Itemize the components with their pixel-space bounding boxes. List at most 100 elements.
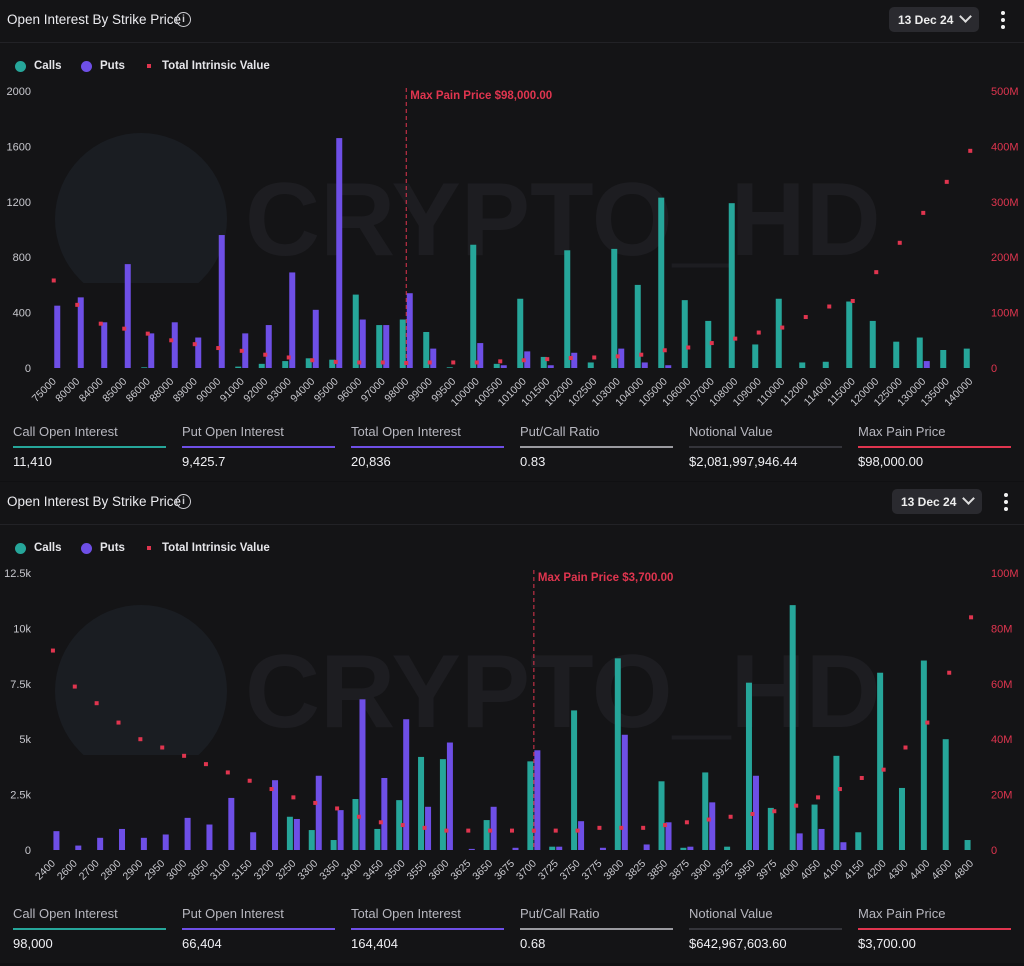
put-bar	[599, 847, 606, 850]
intrinsic-point	[897, 240, 902, 245]
call-bar	[549, 846, 556, 850]
intrinsic-point	[357, 360, 362, 365]
x-tick-label: 3550	[405, 858, 430, 883]
intrinsic-point	[263, 352, 268, 357]
put-bar	[665, 365, 672, 368]
call-bar	[330, 840, 337, 850]
x-tick-label: 3300	[295, 858, 320, 883]
intrinsic-point	[488, 828, 493, 833]
puts-swatch-icon	[81, 61, 92, 72]
intrinsic-point	[122, 326, 127, 331]
more-options-icon[interactable]	[996, 9, 1010, 31]
date-selector[interactable]: 13 Dec 24	[892, 489, 982, 514]
intrinsic-point	[203, 762, 208, 767]
x-tick-label: 3900	[689, 858, 714, 883]
put-bar	[97, 837, 104, 850]
put-bar	[336, 138, 343, 368]
x-tick-label: 3100	[208, 858, 233, 883]
stat-underline	[689, 446, 842, 448]
y-left-tick-label: 12.5k	[4, 568, 31, 580]
y-right-tick-label: 80M	[991, 623, 1012, 635]
x-tick-label: 3925	[711, 858, 736, 883]
stat-value: 0.83	[520, 454, 546, 469]
put-bar	[242, 333, 249, 368]
put-bar	[468, 848, 475, 850]
intrinsic-point	[780, 325, 785, 330]
y-right-tick-label: 400M	[991, 141, 1019, 153]
call-bar	[286, 816, 293, 850]
put-bar	[796, 833, 803, 850]
put-bar	[265, 325, 272, 368]
call-bar	[893, 341, 900, 368]
intrinsic-point	[521, 358, 526, 363]
y-left-tick-label: 5k	[19, 734, 31, 746]
stat-underline	[520, 928, 673, 930]
call-bar	[658, 197, 665, 368]
call-bar	[376, 325, 383, 368]
intrinsic-point	[182, 753, 187, 758]
call-bar	[418, 756, 425, 850]
x-tick-label: 88000	[147, 376, 176, 405]
put-bar	[618, 348, 625, 368]
call-bar	[141, 367, 148, 368]
call-bar	[775, 298, 782, 368]
call-bar	[564, 250, 571, 368]
max-pain-label: Max Pain Price $3,700.00	[538, 572, 674, 584]
x-tick-label: 84000	[77, 376, 106, 405]
put-bar	[752, 775, 759, 850]
x-tick-label: 2400	[33, 858, 58, 883]
info-icon[interactable]: i	[176, 494, 191, 509]
info-icon[interactable]: i	[176, 12, 191, 27]
intrinsic-point	[98, 321, 103, 326]
call-bar	[942, 739, 949, 850]
put-bar	[171, 322, 178, 368]
put-bar	[312, 309, 319, 368]
intrinsic-point	[116, 720, 121, 725]
x-tick-label: 3850	[645, 858, 670, 883]
intrinsic-point	[192, 342, 197, 347]
call-bar	[916, 337, 923, 368]
intrinsic-point	[772, 809, 777, 814]
put-bar	[709, 802, 716, 850]
intrinsic-point	[50, 648, 55, 653]
intrinsic-point	[378, 820, 383, 825]
oi-panel-eth: Open Interest By Strike Price i 13 Dec 2…	[0, 482, 1024, 963]
call-bar	[681, 300, 688, 368]
x-tick-label: 3750	[558, 858, 583, 883]
chevron-down-icon	[962, 492, 975, 505]
x-tick-label: 3775	[580, 858, 605, 883]
stat-label: Put Open Interest	[182, 906, 284, 921]
stat-underline	[858, 928, 1011, 930]
call-bar	[352, 799, 359, 850]
intrinsic-point	[356, 814, 361, 819]
intrinsic-point	[592, 355, 597, 360]
x-tick-label: 93000	[265, 376, 294, 405]
put-bar	[403, 719, 410, 850]
call-bar	[833, 755, 840, 850]
intrinsic-point	[733, 336, 738, 341]
put-bar	[383, 325, 390, 368]
put-bar	[571, 352, 578, 368]
put-bar	[218, 235, 225, 368]
put-bar	[101, 322, 108, 368]
call-bar	[799, 362, 806, 368]
x-tick-label: 80000	[53, 376, 82, 405]
date-selector[interactable]: 13 Dec 24	[889, 7, 979, 32]
call-bar	[305, 358, 312, 368]
put-bar	[923, 361, 930, 368]
intrinsic-point	[639, 352, 644, 357]
stat-label: Max Pain Price	[858, 906, 946, 921]
intrinsic-point	[944, 179, 949, 184]
stat-label: Max Pain Price	[858, 424, 946, 439]
intrinsic-point	[216, 346, 221, 351]
more-options-icon[interactable]	[999, 491, 1013, 513]
x-tick-label: 92000	[241, 376, 270, 405]
intrinsic-point	[750, 811, 755, 816]
x-tick-label: 3625	[448, 858, 473, 883]
call-bar	[470, 244, 477, 368]
intrinsic-point	[641, 825, 646, 830]
stat-value: 20,836	[351, 454, 391, 469]
intrinsic-point	[510, 828, 514, 833]
intrinsic-point	[803, 315, 808, 320]
call-bar	[352, 294, 359, 368]
